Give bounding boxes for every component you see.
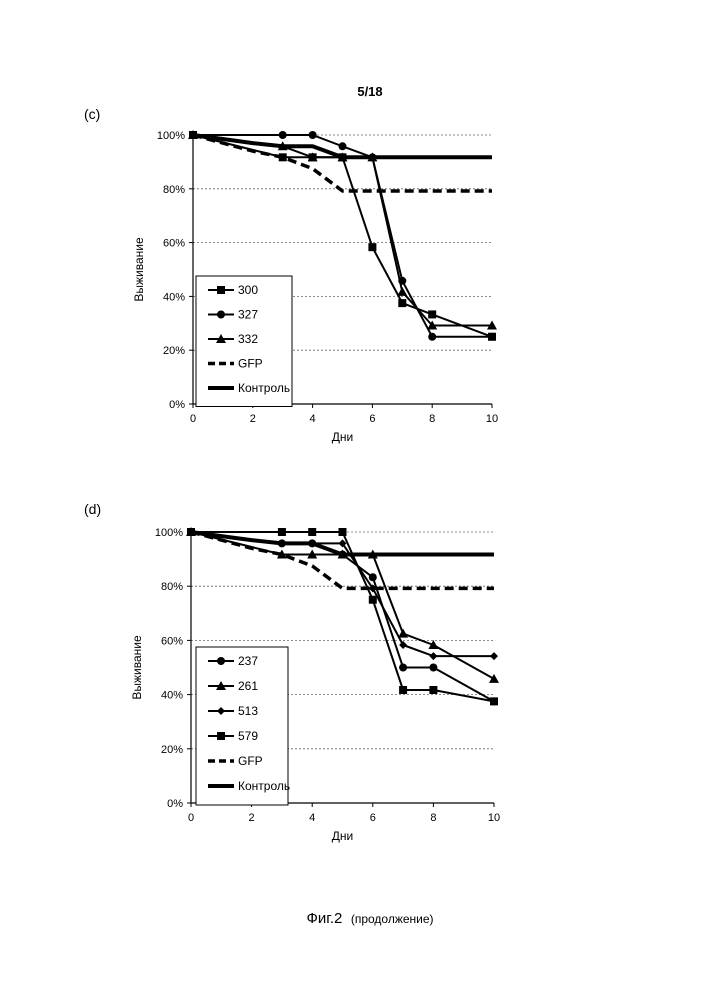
chart-d-data-point [399, 664, 407, 672]
survival-chart-d: 0% 20% 40% 60% 80% 100% 0 2 4 6 8 10 Дни Выживание 237… [0, 0, 706, 870]
chart-d-legend-label: 237 [238, 654, 258, 668]
chart-d-x-axis-label: Дни [332, 829, 353, 843]
chart-d-data-point [489, 674, 499, 683]
chart-d-y-tick-label: 80% [161, 581, 183, 593]
chart-d-legend-label: 579 [238, 729, 258, 743]
chart-d-data-point [369, 573, 377, 581]
figure-caption: Фиг.2 (продолжение) [0, 910, 706, 928]
chart-d-data-point [278, 528, 286, 536]
chart-d-legend-label: 261 [238, 679, 258, 693]
chart-d-legend-label: GFP [238, 754, 263, 768]
chart-d-y-axis-label: Выживание [130, 635, 144, 700]
chart-d-data-point [490, 652, 498, 660]
caption-main: Фиг.2 [306, 910, 342, 927]
caption-sub: (продолжение) [351, 912, 434, 926]
chart-d-data-point [429, 652, 437, 660]
chart-d-y-tick-label: 40% [161, 690, 183, 702]
chart-d-data-point [399, 641, 407, 649]
chart-d-legend-label: 513 [238, 704, 258, 718]
chart-d-x-tick-label: 10 [488, 812, 500, 824]
chart-d-x-tick-label: 2 [249, 812, 255, 824]
chart-d-y-tick-label: 100% [155, 527, 183, 539]
chart-d-x-tick-label: 8 [430, 812, 436, 824]
chart-d-legend-label: Контроль [238, 779, 290, 793]
chart-d-y-tick-label: 60% [161, 635, 183, 647]
chart-d-data-point [339, 528, 347, 536]
chart-d-y-tick-label: 20% [161, 744, 183, 756]
chart-d-data-point [429, 664, 437, 672]
chart-d-data-point [490, 697, 498, 705]
chart-d-y-tick-label: 0% [167, 798, 183, 810]
chart-d-x-tick-label: 0 [188, 812, 194, 824]
chart-d-legend-marker [217, 657, 225, 665]
chart-d-x-tick-label: 4 [309, 812, 315, 824]
chart-d-data-point [398, 629, 408, 638]
chart-d-x-tick-label: 6 [370, 812, 376, 824]
chart-d-legend: 237 261 513 579 GFP Контроль [196, 647, 290, 805]
chart-d-data-point [429, 686, 437, 694]
chart-d-data-point [399, 686, 407, 694]
chart-d-data-point [308, 528, 316, 536]
chart-d-legend-marker [217, 732, 225, 740]
chart-d-data-point [369, 596, 377, 604]
